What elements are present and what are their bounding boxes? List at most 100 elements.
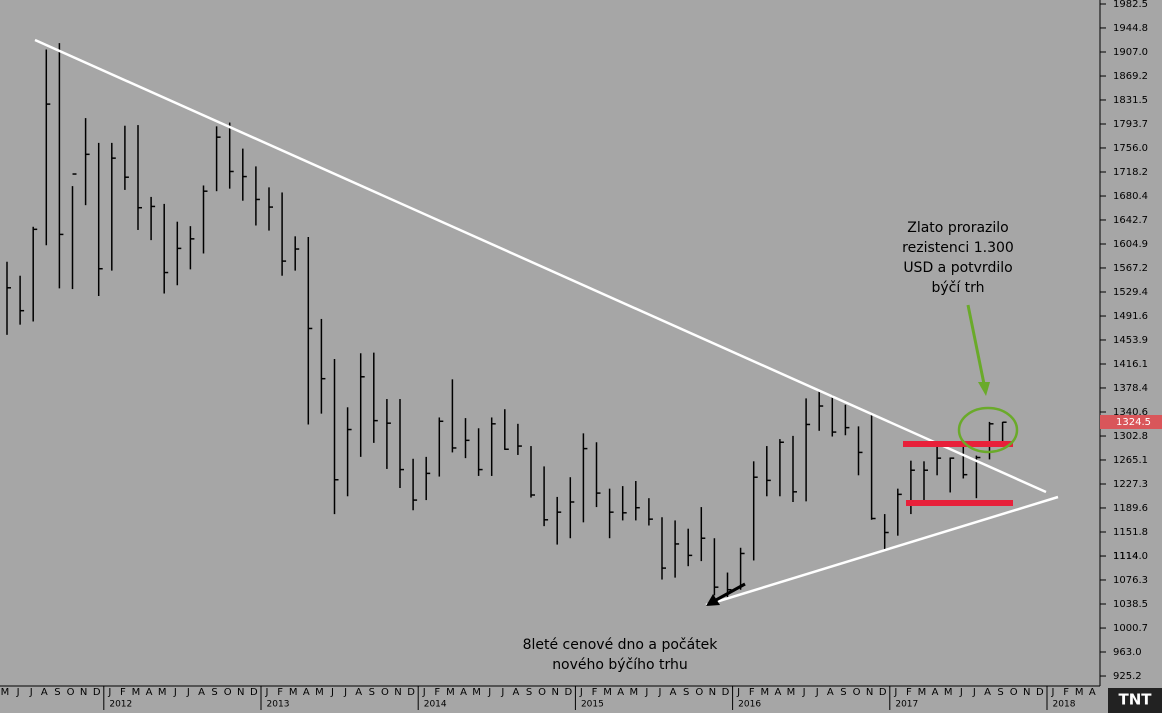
y-tick-label: 1831.5: [1113, 95, 1148, 106]
x-tick-label: D: [1036, 687, 1044, 698]
x-tick-label: M: [289, 687, 298, 698]
y-tick-label: 1567.2: [1113, 263, 1148, 274]
x-tick-label: O: [695, 687, 703, 698]
y-tick-label: 1227.3: [1113, 479, 1148, 490]
x-tick-label: J: [500, 687, 504, 698]
y-tick-label: 1491.6: [1113, 311, 1148, 322]
x-tick-label: A: [303, 687, 310, 698]
x-tick-label: D: [879, 687, 887, 698]
x-tick-label: O: [1010, 687, 1018, 698]
x-tick-label: J: [802, 687, 806, 698]
x-tick-label: A: [146, 687, 153, 698]
y-tick-label: 1000.7: [1113, 623, 1148, 634]
y-tick-label: 1302.8: [1113, 431, 1148, 442]
x-tick-label: A: [355, 687, 362, 698]
x-tick-label: M: [446, 687, 455, 698]
annotation-line: rezistenci 1.300: [902, 240, 1014, 256]
x-tick-label: A: [670, 687, 677, 698]
x-tick-label: N: [1023, 687, 1030, 698]
y-tick-label: 1265.1: [1113, 455, 1148, 466]
y-tick-label: 1114.0: [1113, 551, 1148, 562]
year-label: 2012: [109, 700, 132, 710]
support-trendline: [705, 495, 1059, 607]
y-tick-label: 1756.0: [1113, 143, 1148, 154]
x-tick-label: M: [132, 687, 141, 698]
x-tick-label: M: [787, 687, 796, 698]
x-tick-label: O: [67, 687, 75, 698]
x-tick-label: J: [893, 687, 897, 698]
y-tick-label: 925.2: [1113, 671, 1142, 682]
x-tick-label: F: [1063, 687, 1069, 698]
x-tick-label: J: [658, 687, 662, 698]
x-tick-label: N: [709, 687, 716, 698]
x-tick-label: J: [422, 687, 426, 698]
x-tick-label: S: [54, 687, 60, 698]
year-label: 2013: [267, 700, 290, 710]
annotation-line: býčí trh: [931, 280, 984, 296]
year-label: 2017: [895, 700, 918, 710]
y-tick-label: 1189.6: [1113, 503, 1148, 514]
x-tick-label: F: [749, 687, 755, 698]
year-label: 2014: [424, 700, 447, 710]
x-tick-label: J: [265, 687, 269, 698]
x-tick-label: O: [853, 687, 861, 698]
x-tick-label: S: [211, 687, 217, 698]
x-tick-label: D: [93, 687, 101, 698]
x-tick-label: F: [906, 687, 912, 698]
y-tick-label: 963.0: [1113, 647, 1142, 658]
x-tick-label: J: [644, 687, 648, 698]
y-tick-label: 1453.9: [1113, 335, 1148, 346]
annotation-line: 8leté cenové dno a počátek: [523, 637, 719, 653]
x-tick-label: S: [997, 687, 1003, 698]
y-tick-label: 1793.7: [1113, 119, 1148, 130]
x-tick-label: A: [984, 687, 991, 698]
x-tick-label: J: [173, 687, 177, 698]
x-tick-label: J: [815, 687, 819, 698]
y-tick-label: 1642.7: [1113, 215, 1148, 226]
x-tick-label: N: [237, 687, 244, 698]
y-tick-label: 1718.2: [1113, 167, 1148, 178]
x-tick-label: S: [683, 687, 689, 698]
x-tick-label: S: [526, 687, 532, 698]
x-tick-label: O: [381, 687, 389, 698]
x-tick-label: A: [774, 687, 781, 698]
y-tick-label: 1114: [1113, 551, 1138, 562]
x-tick-label: J: [107, 687, 111, 698]
x-tick-label: J: [16, 687, 20, 698]
y-tick-label: 1944.8: [1113, 23, 1148, 34]
x-tick-label: A: [1089, 687, 1096, 698]
x-tick-label: S: [840, 687, 846, 698]
last-price-label: 1324.5: [1116, 417, 1151, 428]
x-tick-label: A: [827, 687, 834, 698]
last-price-box: [1100, 415, 1162, 429]
x-tick-label: D: [564, 687, 572, 698]
x-tick-label: M: [1075, 687, 1084, 698]
x-tick-label: S: [369, 687, 375, 698]
green-arrow: [966, 304, 986, 385]
y-tick-label: 1416.1: [1113, 359, 1148, 370]
x-tick-label: M: [158, 687, 167, 698]
x-tick-label: N: [80, 687, 87, 698]
y-tick-label: 1680.4: [1113, 191, 1148, 202]
x-tick-label: M: [760, 687, 769, 698]
black-arrow: [715, 582, 746, 602]
year-label: 2016: [738, 700, 761, 710]
x-tick-label: D: [722, 687, 730, 698]
x-tick-label: J: [330, 687, 334, 698]
x-tick-label: N: [394, 687, 401, 698]
y-tick-label: 1340.6: [1113, 407, 1148, 418]
x-tick-label: A: [41, 687, 48, 698]
x-tick-label: J: [959, 687, 963, 698]
x-tick-label: M: [918, 687, 927, 698]
x-tick-label: A: [198, 687, 205, 698]
x-tick-label: M: [944, 687, 953, 698]
x-tick-label: A: [460, 687, 467, 698]
x-tick-label: F: [434, 687, 440, 698]
resistance-trendline: [34, 38, 1047, 494]
annotation-line: Zlato prorazilo: [907, 220, 1009, 236]
x-tick-label: M: [315, 687, 324, 698]
y-tick-label: 1151.8: [1113, 527, 1148, 538]
year-label: 2018: [1053, 700, 1076, 710]
x-tick-label: M: [603, 687, 612, 698]
